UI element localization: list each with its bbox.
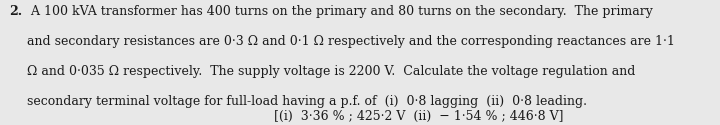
Text: Ω and 0·035 Ω respectively.  The supply voltage is 2200 V.  Calculate the voltag: Ω and 0·035 Ω respectively. The supply v… bbox=[27, 65, 636, 78]
Text: A 100 kVA transformer has 400 turns on the primary and 80 turns on the secondary: A 100 kVA transformer has 400 turns on t… bbox=[27, 5, 653, 18]
Text: secondary terminal voltage for full-load having a p.f. of  (i)  0·8 lagging  (ii: secondary terminal voltage for full-load… bbox=[27, 95, 588, 108]
Text: 2.: 2. bbox=[9, 5, 22, 18]
Text: [(i)  3·36 % ; 425·2 V  (ii)  − 1·54 % ; 446·8 V]: [(i) 3·36 % ; 425·2 V (ii) − 1·54 % ; 44… bbox=[274, 110, 563, 122]
Text: and secondary resistances are 0·3 Ω and 0·1 Ω respectively and the corresponding: and secondary resistances are 0·3 Ω and … bbox=[27, 35, 675, 48]
